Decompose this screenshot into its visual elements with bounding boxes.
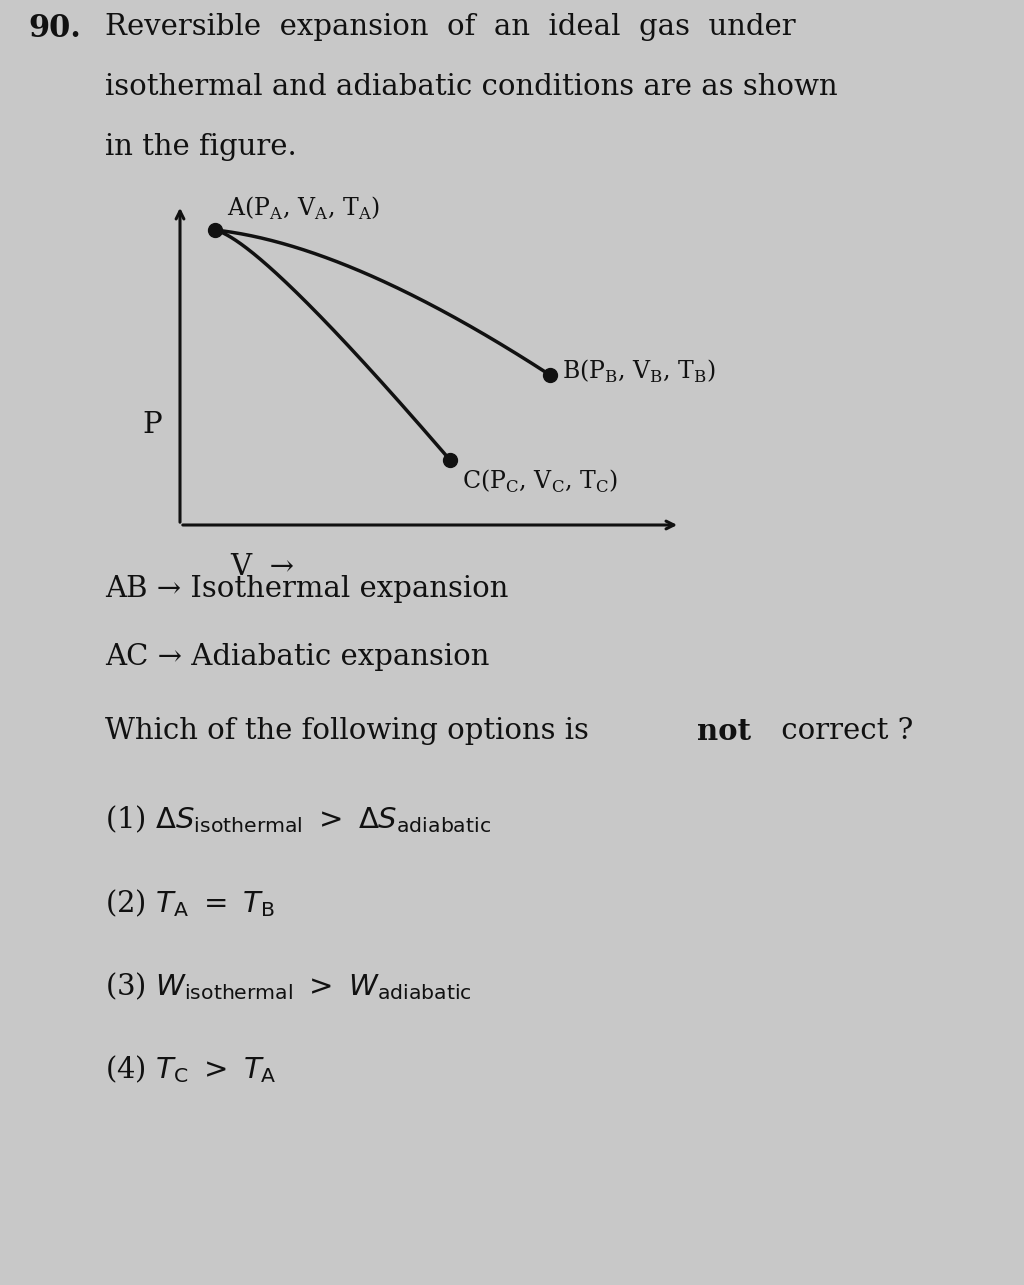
Text: (3) $W_{\mathrm{isothermal}}\ >\ W_{\mathrm{adiabatic}}$: (3) $W_{\mathrm{isothermal}}\ >\ W_{\mat… bbox=[105, 970, 472, 1001]
Text: not: not bbox=[697, 717, 752, 747]
Text: 90.: 90. bbox=[28, 13, 81, 44]
Text: AB → Isothermal expansion: AB → Isothermal expansion bbox=[105, 574, 508, 603]
Text: V  →: V → bbox=[230, 553, 294, 581]
Text: in the figure.: in the figure. bbox=[105, 134, 297, 161]
Text: isothermal and adiabatic conditions are as shown: isothermal and adiabatic conditions are … bbox=[105, 73, 838, 102]
Text: Reversible  expansion  of  an  ideal  gas  under: Reversible expansion of an ideal gas und… bbox=[105, 13, 796, 41]
Text: Which of the following options is: Which of the following options is bbox=[105, 717, 598, 745]
Text: B(P$_\mathregular{B}$, V$_\mathregular{B}$, T$_\mathregular{B}$): B(P$_\mathregular{B}$, V$_\mathregular{B… bbox=[562, 357, 716, 384]
Text: AC → Adiabatic expansion: AC → Adiabatic expansion bbox=[105, 642, 489, 671]
Text: (4) $T_{\mathrm{C}}\ >\ T_{\mathrm{A}}$: (4) $T_{\mathrm{C}}\ >\ T_{\mathrm{A}}$ bbox=[105, 1052, 276, 1085]
Text: A(P$_\mathregular{A}$, V$_\mathregular{A}$, T$_\mathregular{A}$): A(P$_\mathregular{A}$, V$_\mathregular{A… bbox=[227, 195, 380, 222]
Text: P: P bbox=[142, 411, 162, 439]
Text: (2) $T_{\mathrm{A}}\ =\ T_{\mathrm{B}}$: (2) $T_{\mathrm{A}}\ =\ T_{\mathrm{B}}$ bbox=[105, 887, 275, 919]
Text: (1) $\Delta S_{\mathrm{isothermal}}\ >\ \Delta S_{\mathrm{adiabatic}}$: (1) $\Delta S_{\mathrm{isothermal}}\ >\ … bbox=[105, 803, 492, 834]
Text: correct ?: correct ? bbox=[772, 717, 913, 745]
Text: C(P$_\mathregular{C}$, V$_\mathregular{C}$, T$_\mathregular{C}$): C(P$_\mathregular{C}$, V$_\mathregular{C… bbox=[462, 468, 618, 495]
